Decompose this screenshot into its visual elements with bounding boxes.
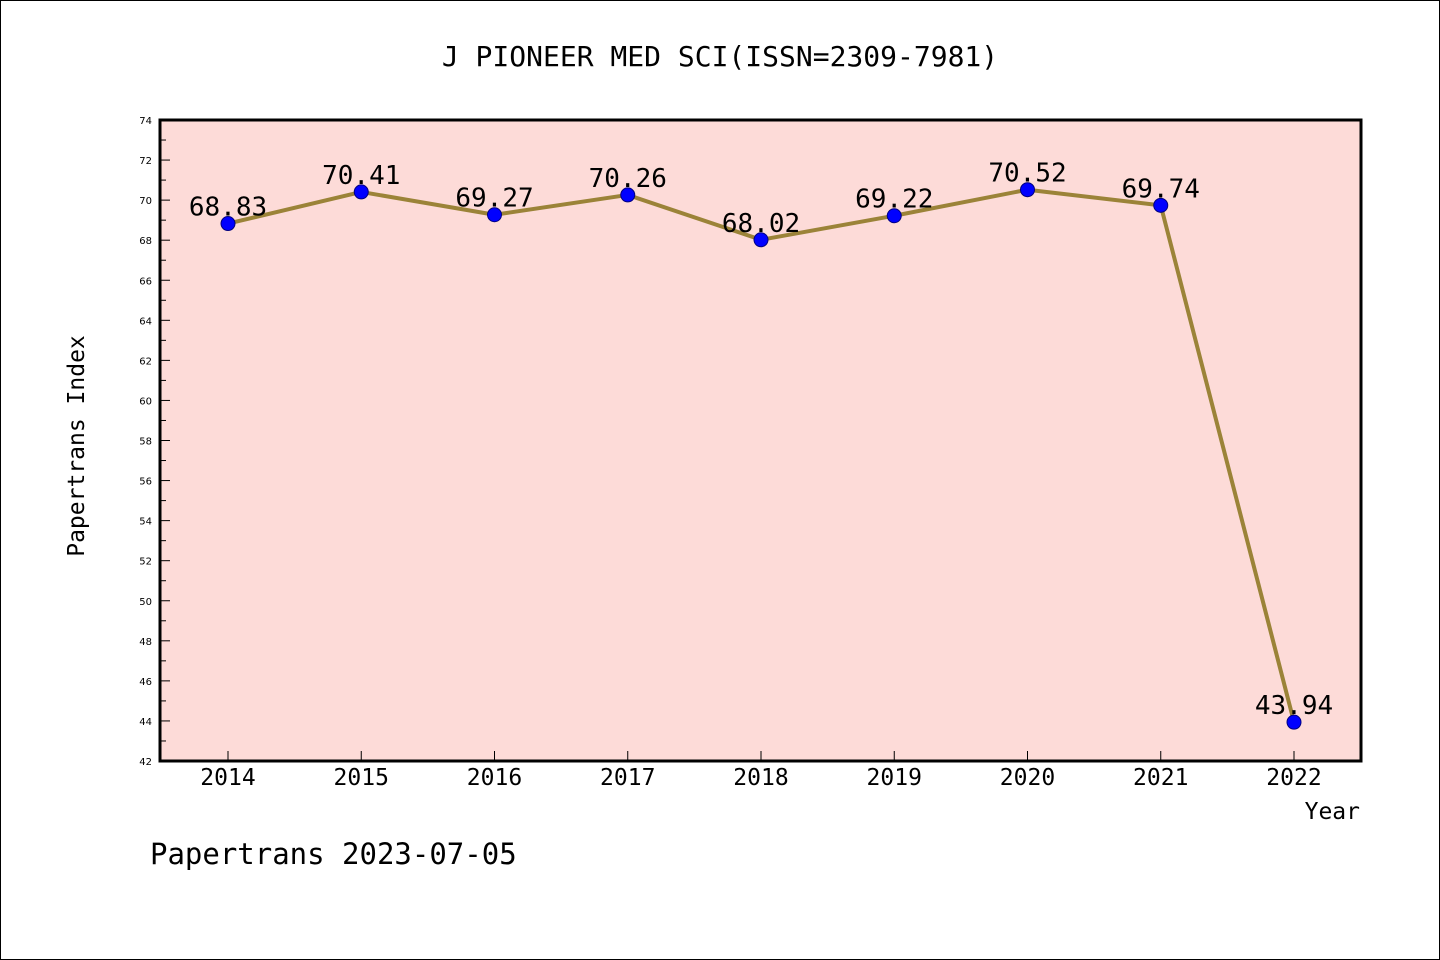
- y-axis: 42 44 46 48 50 52 54 56 58 60 62 64 66 68 70 72 74: [139, 116, 170, 768]
- data-point: [1153, 197, 1169, 213]
- data-label: 68.83: [189, 193, 267, 223]
- data-point: [620, 187, 636, 203]
- x-tick-label: 2014: [200, 765, 255, 791]
- x-tick-label: 2017: [600, 765, 655, 791]
- plot-area: [158, 118, 1363, 763]
- x-tick-label: 2019: [867, 765, 922, 791]
- data-label: 43.94: [1255, 691, 1333, 721]
- data-point: [886, 208, 902, 224]
- data-point: [487, 207, 502, 223]
- data-points: [220, 182, 1302, 730]
- x-tick-label: 2015: [334, 765, 389, 791]
- y-axis-title: Papertrans Index: [64, 335, 90, 557]
- data-label: 70.41: [322, 161, 400, 191]
- x-tick-label: 2016: [467, 765, 522, 791]
- y-tick-label: 74: [139, 116, 152, 127]
- y-tick-label: 44: [139, 717, 152, 728]
- data-point: [353, 184, 369, 200]
- data-label: 68.02: [722, 209, 800, 239]
- y-tick-label: 64: [139, 316, 152, 327]
- y-tick-label: 58: [139, 437, 152, 448]
- y-tick-label: 60: [139, 396, 152, 407]
- data-label: 70.26: [589, 164, 667, 194]
- data-labels: 68.83 70.41 69.27 70.26 68.02 69.22 70.52 69.74…: [189, 159, 1333, 721]
- y-tick-label: 62: [139, 356, 152, 367]
- y-tick-label: 56: [139, 477, 152, 488]
- data-point: [220, 216, 236, 232]
- y-tick-label: 66: [139, 276, 152, 287]
- x-tick-label: 2020: [1000, 765, 1055, 791]
- x-tick-label: 2018: [733, 765, 788, 791]
- y-tick-label: 42: [139, 757, 152, 768]
- y-tick-label: 52: [139, 557, 152, 568]
- y-tick-label: 48: [139, 637, 152, 648]
- y-tick-label: 68: [139, 236, 152, 247]
- data-label: 69.74: [1122, 174, 1200, 204]
- data-point: [1286, 714, 1302, 730]
- data-label: 69.27: [455, 184, 533, 214]
- y-tick-label: 46: [139, 677, 152, 688]
- y-tick-label: 50: [139, 597, 152, 608]
- data-point: [1020, 182, 1035, 198]
- y-tick-label: 70: [139, 196, 152, 207]
- x-tick-label: 2021: [1133, 765, 1188, 791]
- data-label: 70.52: [988, 159, 1066, 189]
- x-axis: 2014 2015 2016 2017 2018 2019 2020 2021 2022: [200, 751, 1322, 791]
- data-point: [753, 232, 769, 248]
- data-label: 69.22: [855, 185, 933, 215]
- chart-title: J PIONEER MED SCI(ISSN=2309-7981): [442, 40, 998, 73]
- footer-date-stamp: Papertrans 2023-07-05: [150, 837, 517, 871]
- y-tick-label: 54: [139, 517, 152, 528]
- y-tick-label: 72: [139, 156, 152, 167]
- x-axis-title: Year: [1305, 799, 1360, 825]
- x-tick-label: 2022: [1266, 765, 1321, 791]
